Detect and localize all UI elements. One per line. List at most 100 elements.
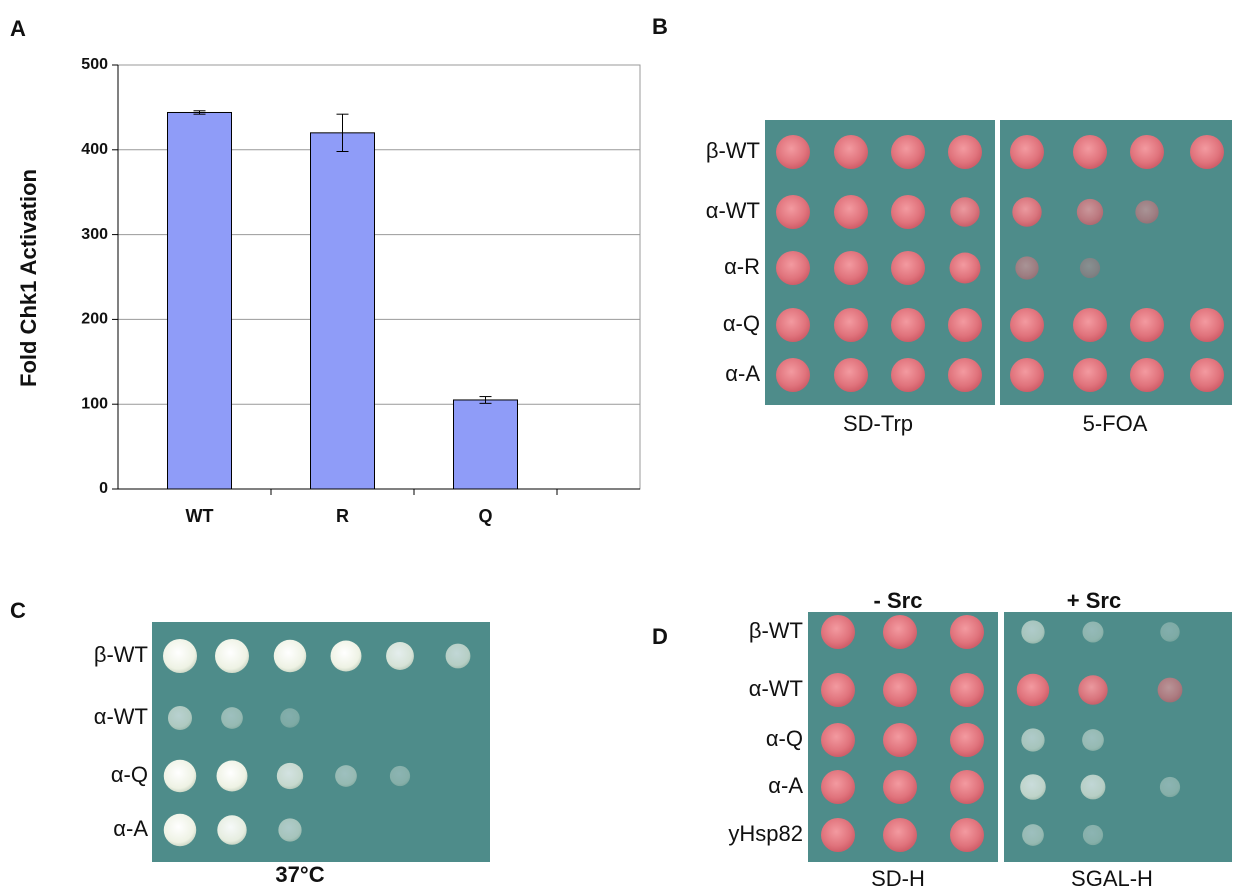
colony-spot [274,640,306,672]
colony-spot [776,135,810,169]
figure: A 0 100 200 300 400 500 Fold Chk1 Activation WT R… [0,0,1246,892]
colony-spot [950,770,984,804]
colony-spot [280,708,299,727]
colony-spot [1015,256,1038,279]
panel-label: B [652,14,668,39]
colony-spot [1160,777,1180,797]
colony-spot [950,253,981,284]
colony-spot [1130,358,1164,392]
colony-spot [834,308,868,342]
colony-spot [1020,774,1046,800]
colony-spot [164,760,196,792]
y-tick-label: 200 [81,311,108,328]
condition-label: + Src [1067,588,1121,613]
y-axis-label: Fold Chk1 Activation [16,169,41,387]
y-tick-label: 100 [81,395,108,412]
colony-spot [1130,135,1164,169]
y-tick-label: 400 [81,141,108,158]
media-label: SGAL-H [1071,866,1153,891]
colony-spot [335,765,357,787]
panel-label: D [652,624,668,649]
colony-spot [386,642,414,670]
colony-spot [950,723,984,757]
colony-spot [821,770,855,804]
colony-spot [1083,825,1103,845]
colony-spot [277,763,303,789]
colony-spot [221,707,243,729]
x-tick-label: R [336,506,349,526]
colony-spot [1190,135,1224,169]
colony-spot [821,615,855,649]
colony-spot [891,308,925,342]
colony-spot [1073,308,1107,342]
media-label: 5-FOA [1083,411,1148,436]
row-label: α-Q [766,726,803,751]
colony-spot [834,358,868,392]
agar-plate [152,622,490,862]
colony-spot [1022,824,1044,846]
panel-label: C [10,598,26,623]
colony-spot [446,644,471,669]
colony-spot [776,195,810,229]
colony-spot [948,308,982,342]
colony-spot [1083,622,1104,643]
colony-spot [164,814,196,846]
colony-spot [883,673,917,707]
row-label: α-Q [723,311,760,336]
colony-spot [948,135,982,169]
row-label: β-WT [706,138,760,163]
colony-spot [821,818,855,852]
row-label: α-A [113,816,148,841]
colony-spot [891,195,925,229]
colony-spot [776,308,810,342]
colony-spot [891,135,925,169]
colony-spot [948,358,982,392]
colony-spot [1160,622,1179,641]
colony-spot [1021,620,1044,643]
row-label: β-WT [749,618,803,643]
row-label: α-A [725,361,760,386]
media-label: 37°C [275,862,324,887]
colony-spot [883,770,917,804]
colony-spot [834,251,868,285]
colony-spot [1190,308,1224,342]
row-label: α-A [768,773,803,798]
row-label: α-WT [94,704,148,729]
panel-label: A [10,16,26,41]
colony-spot [883,723,917,757]
colony-spot [883,818,917,852]
x-tick-label: Q [478,506,492,526]
colony-spot [215,639,249,673]
row-label: α-R [724,254,760,279]
x-tick-label: WT [186,506,214,526]
y-tick-label: 300 [81,226,108,243]
colony-spot [1017,674,1049,706]
colony-spot [950,818,984,852]
colony-spot [821,723,855,757]
y-tick-label: 500 [81,56,108,73]
colony-spot [1010,308,1044,342]
colony-spot [950,673,984,707]
y-tick-label: 0 [99,480,108,497]
media-label: SD-Trp [843,411,913,436]
colony-spot [168,706,192,730]
colony-spot [1073,358,1107,392]
colony-spot [776,358,810,392]
colony-spot [1010,135,1044,169]
condition-label: - Src [874,588,923,613]
row-label: α-Q [111,762,148,787]
media-label: SD-H [871,866,925,891]
colony-spot [891,358,925,392]
colony-spot [776,251,810,285]
bar [454,400,518,489]
colony-spot [1190,358,1224,392]
bar [168,112,232,489]
row-label: α-WT [706,198,760,223]
colony-spot [1010,358,1044,392]
row-label: yHsp82 [728,821,803,846]
row-label: α-WT [749,676,803,701]
colony-spot [1078,675,1107,704]
colony-spot [1158,678,1183,703]
colony-spot [883,615,917,649]
colony-spot [834,195,868,229]
